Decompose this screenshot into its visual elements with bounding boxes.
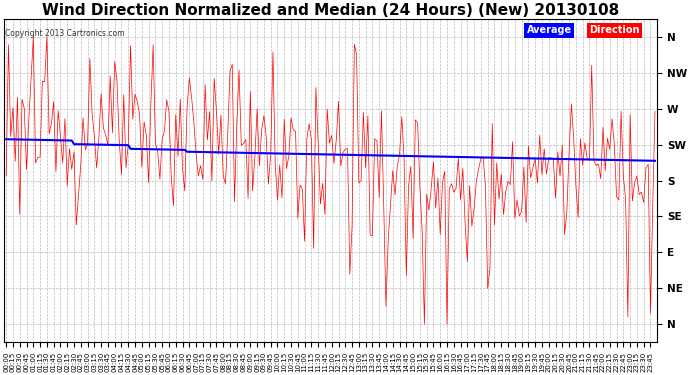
Text: Direction: Direction: [589, 26, 640, 35]
Title: Wind Direction Normalized and Median (24 Hours) (New) 20130108: Wind Direction Normalized and Median (24…: [42, 3, 619, 18]
Text: Copyright 2013 Cartronics.com: Copyright 2013 Cartronics.com: [5, 28, 124, 38]
Text: Average: Average: [527, 26, 572, 35]
